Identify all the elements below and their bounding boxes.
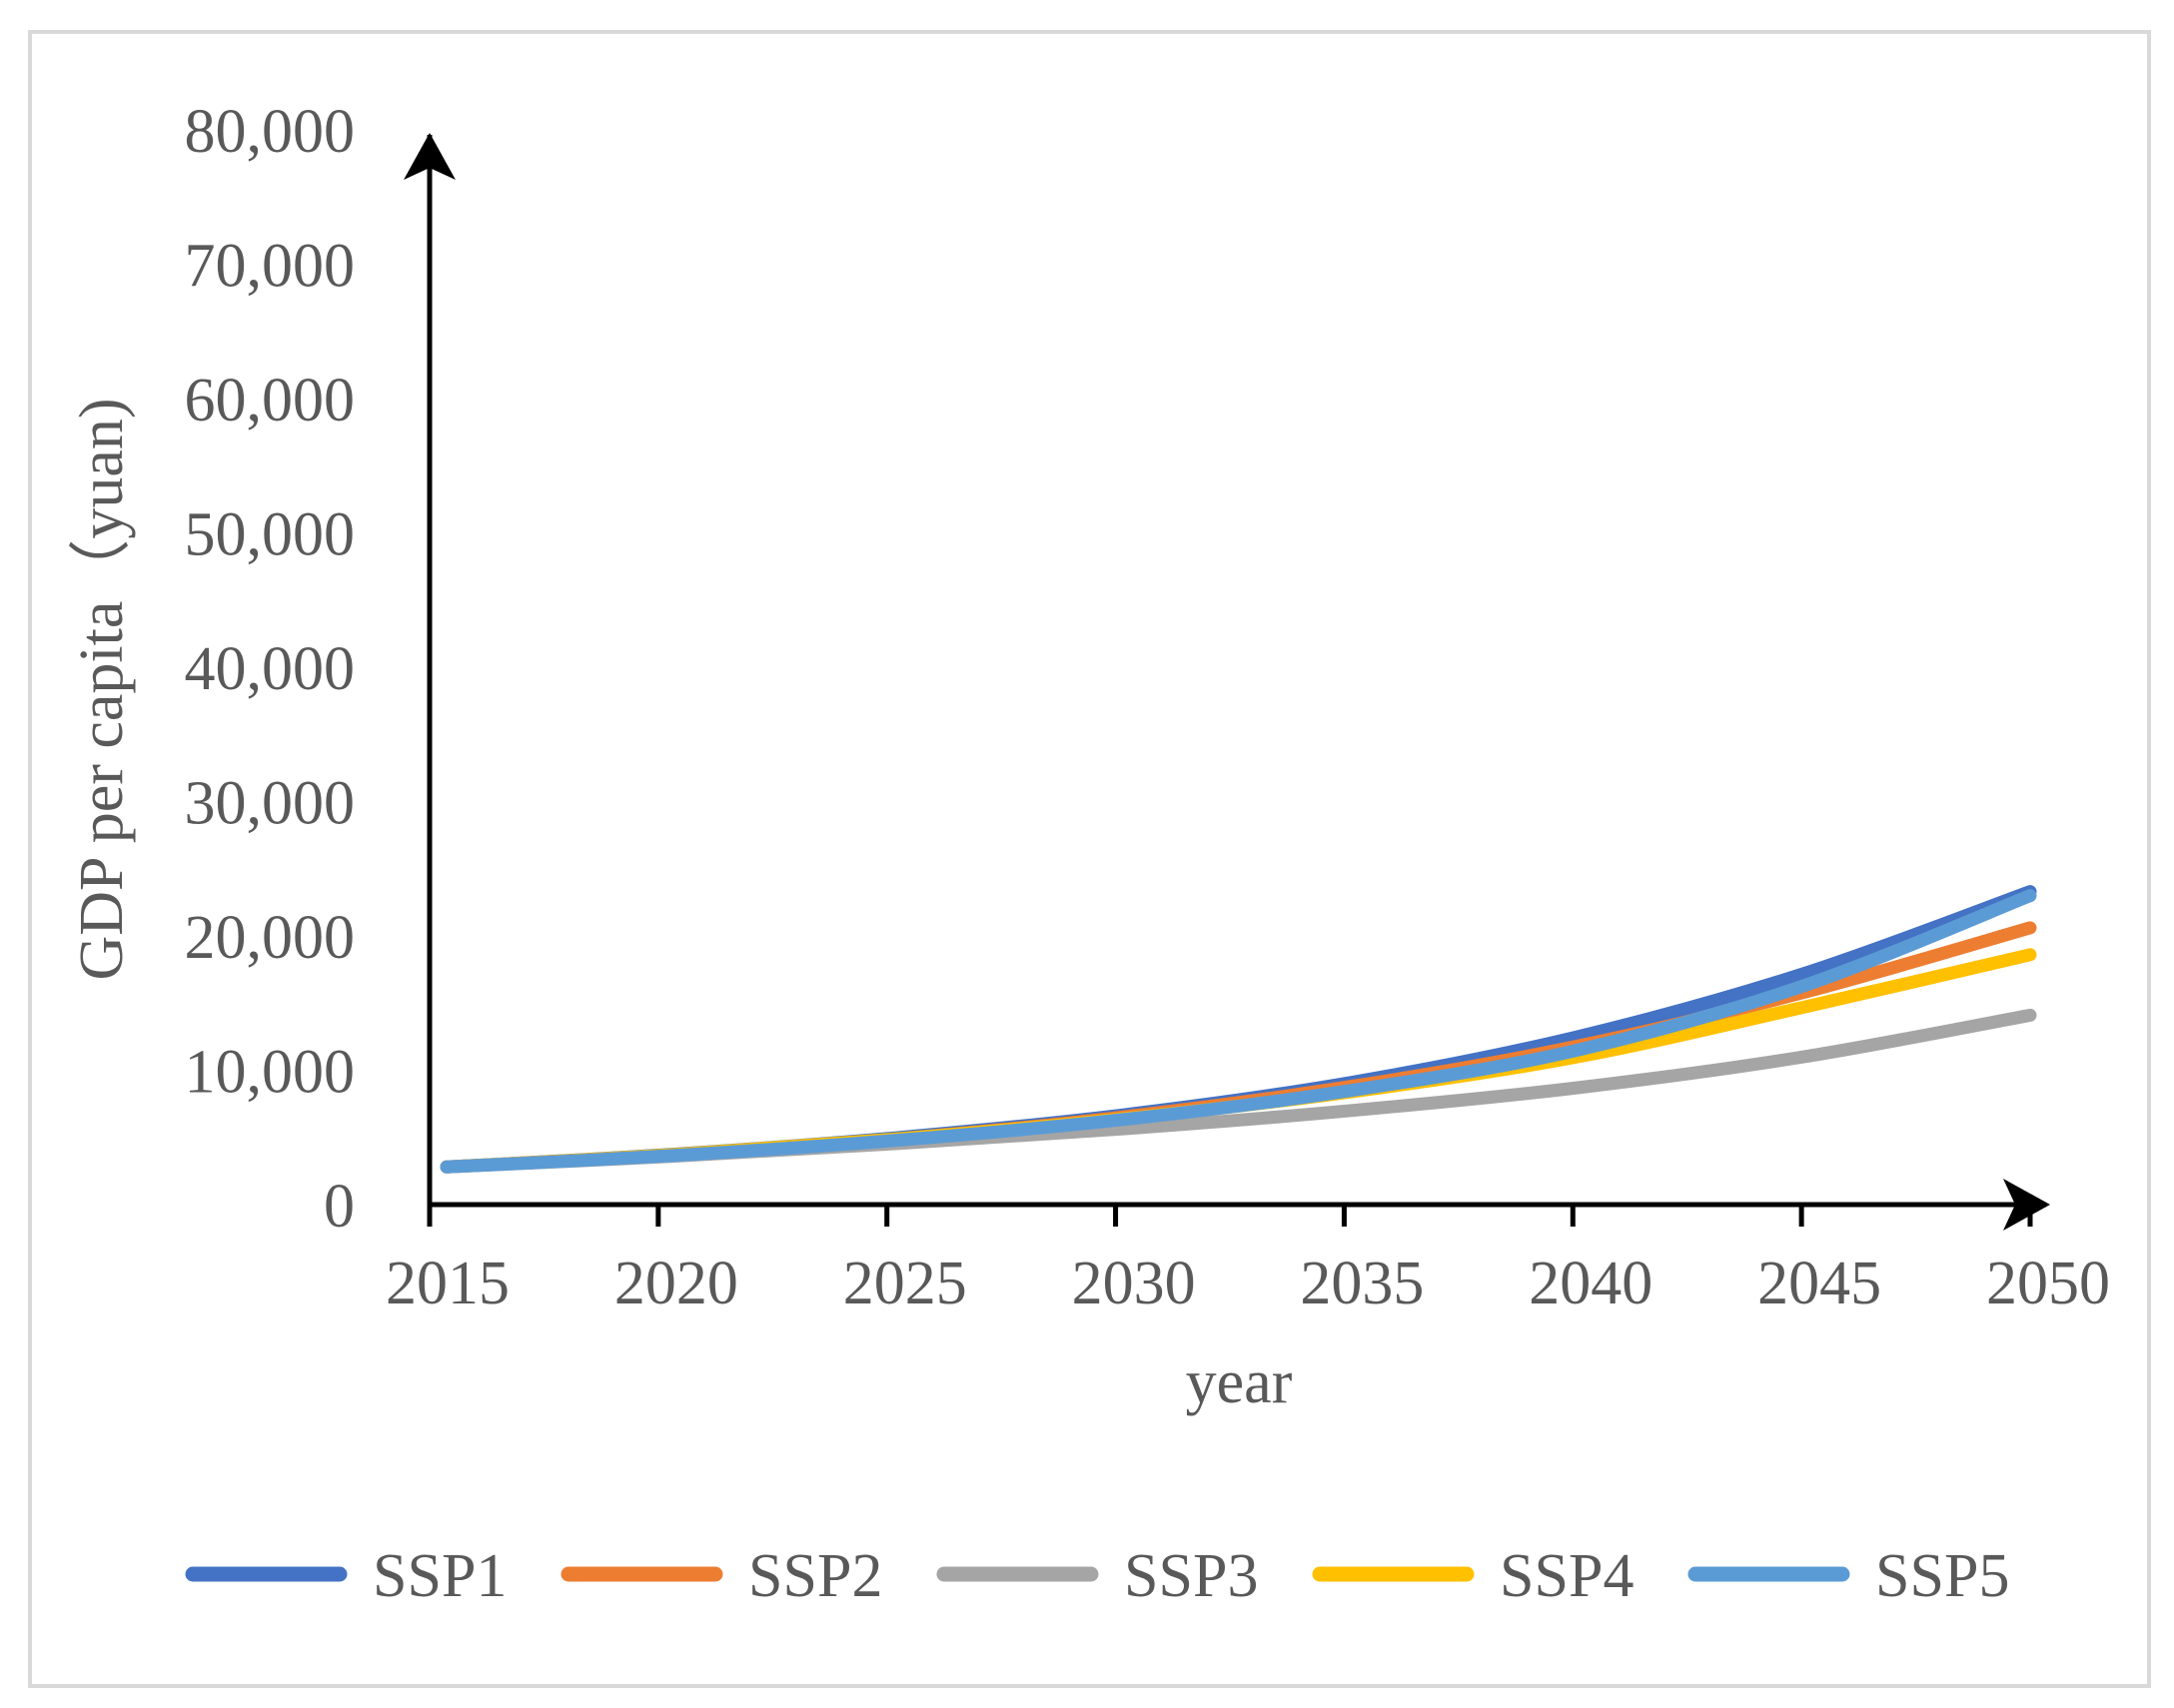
y-tick-label-30000: 30,000 <box>185 770 356 838</box>
y-axis-arrowhead <box>404 133 456 180</box>
y-tick-label-40000: 40,000 <box>185 635 356 703</box>
legend-label-ssp1: SSP1 <box>373 1542 507 1610</box>
x-tick-label-2015: 2015 <box>386 1250 510 1317</box>
chart-frame <box>28 30 2151 1688</box>
series-line-ssp5 <box>440 889 2037 1174</box>
y-tick-label-10000: 10,000 <box>185 1039 356 1107</box>
y-tick-label-60000: 60,000 <box>185 367 356 434</box>
x-tick-label-2035: 2035 <box>1300 1250 1424 1317</box>
series-line-ssp3 <box>440 1008 2037 1174</box>
x-tick-label-2030: 2030 <box>1072 1250 1196 1317</box>
y-tick-label-80000: 80,000 <box>185 98 356 166</box>
plot-lines <box>440 885 2037 1174</box>
legend-label-ssp2: SSP2 <box>748 1542 882 1610</box>
x-tick-label-2040: 2040 <box>1529 1250 1652 1317</box>
legend-label-ssp4: SSP4 <box>1500 1542 1633 1610</box>
y-tick-label-20000: 20,000 <box>185 904 356 972</box>
series-line-ssp2 <box>440 921 2037 1174</box>
legend-label-ssp5: SSP5 <box>1875 1542 2009 1610</box>
legend: SSP1 SSP2 SSP3 SSP4 SSP5 <box>185 1542 2009 1610</box>
legend-label-ssp3: SSP3 <box>1124 1542 1258 1610</box>
x-axis-arrowhead <box>2003 1179 2050 1231</box>
y-tick-label-70000: 70,000 <box>185 233 356 301</box>
x-axis-ticks <box>427 1205 2033 1227</box>
y-tick-label-50000: 50,000 <box>185 501 356 569</box>
x-axis-title: year <box>1186 1348 1293 1416</box>
x-tick-label-2025: 2025 <box>843 1250 967 1317</box>
x-axis-tick-labels: 2015 2020 2025 2030 2035 2040 2045 2050 <box>386 1250 2110 1317</box>
x-tick-label-2020: 2020 <box>614 1250 738 1317</box>
y-axis-tick-labels: 0 10,000 20,000 30,000 40,000 50,000 60,000 70,… <box>185 98 356 1241</box>
x-tick-label-2050: 2050 <box>1986 1250 2110 1317</box>
y-axis-title: GDP per capita（yuan) <box>68 398 136 980</box>
x-tick-label-2045: 2045 <box>1757 1250 1881 1317</box>
y-tick-label-0: 0 <box>324 1173 355 1241</box>
